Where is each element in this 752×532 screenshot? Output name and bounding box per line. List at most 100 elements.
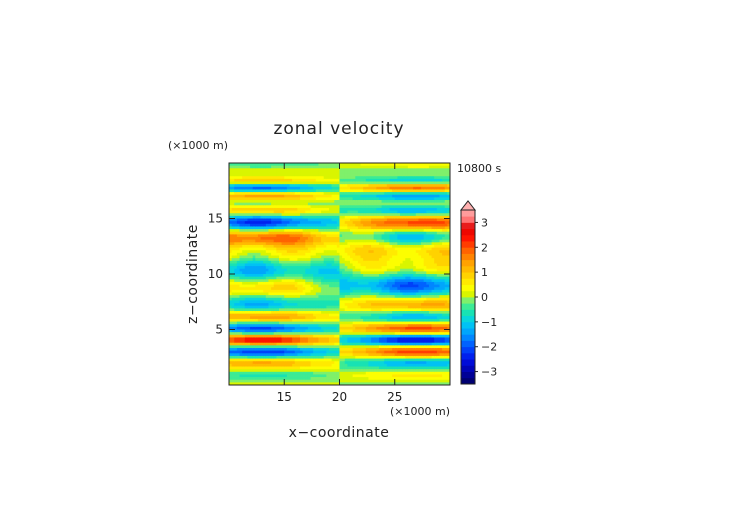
field-cell [331,287,335,291]
field-cell [310,170,314,175]
field-cell [255,379,259,383]
field-cell [342,163,346,167]
field-cell [318,305,322,309]
field-cell [378,266,383,270]
field-cell [255,184,259,188]
field-cell [252,168,256,172]
field-cell [381,348,385,352]
field-cell [257,371,262,376]
field-cell [365,223,370,228]
field-cell [334,231,338,235]
field-cell [281,295,285,299]
field-cell [326,337,330,341]
field-cell [355,213,359,217]
field-cell [244,194,249,198]
field-cell [378,355,383,360]
field-cell [352,295,356,299]
field-cell [268,350,272,354]
field-cell [355,358,359,362]
field-cell [310,308,314,312]
field-cell [239,271,243,275]
field-cell [265,237,270,241]
field-cell [336,223,341,228]
field-cell [292,163,296,167]
field-cell [350,308,354,312]
field-cell [344,329,348,333]
field-cell [292,342,296,346]
field-cell [278,192,283,196]
field-cell [302,234,306,238]
field-cell [378,374,383,378]
field-cell [250,308,254,312]
field-cell [284,361,288,365]
field-cell [244,247,249,251]
field-cell [310,348,314,352]
field-cell [376,263,380,267]
field-cell [265,321,270,325]
field-cell [236,345,241,349]
field-cell [318,369,322,373]
field-cell [352,332,356,336]
field-cell [365,239,370,243]
field-cell [294,242,298,246]
field-cell [328,334,333,339]
field-cell [342,194,346,198]
field-cell [318,303,322,307]
field-cell [244,186,249,191]
field-cell [318,237,322,241]
field-cell [263,355,267,360]
field-cell [365,168,370,172]
field-cell [252,297,256,302]
field-cell [321,237,325,241]
field-cell [302,170,306,175]
field-cell [229,303,233,307]
field-cell [260,231,264,235]
field-cell [278,340,283,344]
field-cell [281,229,285,233]
field-cell [252,326,256,331]
field-cell [260,308,264,312]
field-cell [305,213,309,217]
field-cell [236,189,241,193]
field-cell [334,355,338,360]
field-cell [344,234,348,238]
field-cell [260,348,264,352]
field-cell [357,207,362,212]
field-cell [344,374,348,378]
field-cell [294,332,298,336]
field-cell [284,295,288,299]
field-cell [252,340,256,344]
field-cell [371,237,375,241]
field-cell [257,263,262,267]
field-cell [347,221,351,225]
field-cell [310,258,314,262]
field-cell [365,274,370,278]
field-cell [281,205,285,209]
field-cell [360,200,364,204]
field-cell [263,374,267,378]
field-cell [368,371,372,376]
field-cell [260,218,264,222]
field-cell [357,382,362,385]
field-cell [334,173,338,177]
field-cell [365,247,370,251]
field-cell [365,350,370,354]
field-cell [315,284,320,288]
field-cell [381,308,385,312]
field-cell [357,176,362,180]
field-cell [336,221,341,225]
field-cell [300,324,304,328]
field-cell [371,366,375,370]
field-cell [307,218,312,222]
field-cell [342,342,346,346]
field-cell [247,239,251,243]
field-cell [273,326,277,331]
field-cell [250,215,254,220]
field-cell [371,221,375,225]
field-cell [294,300,298,304]
field-cell [318,165,322,169]
field-cell [315,340,320,344]
field-cell [355,173,359,177]
field-cell [336,207,341,212]
field-cell [305,366,309,370]
